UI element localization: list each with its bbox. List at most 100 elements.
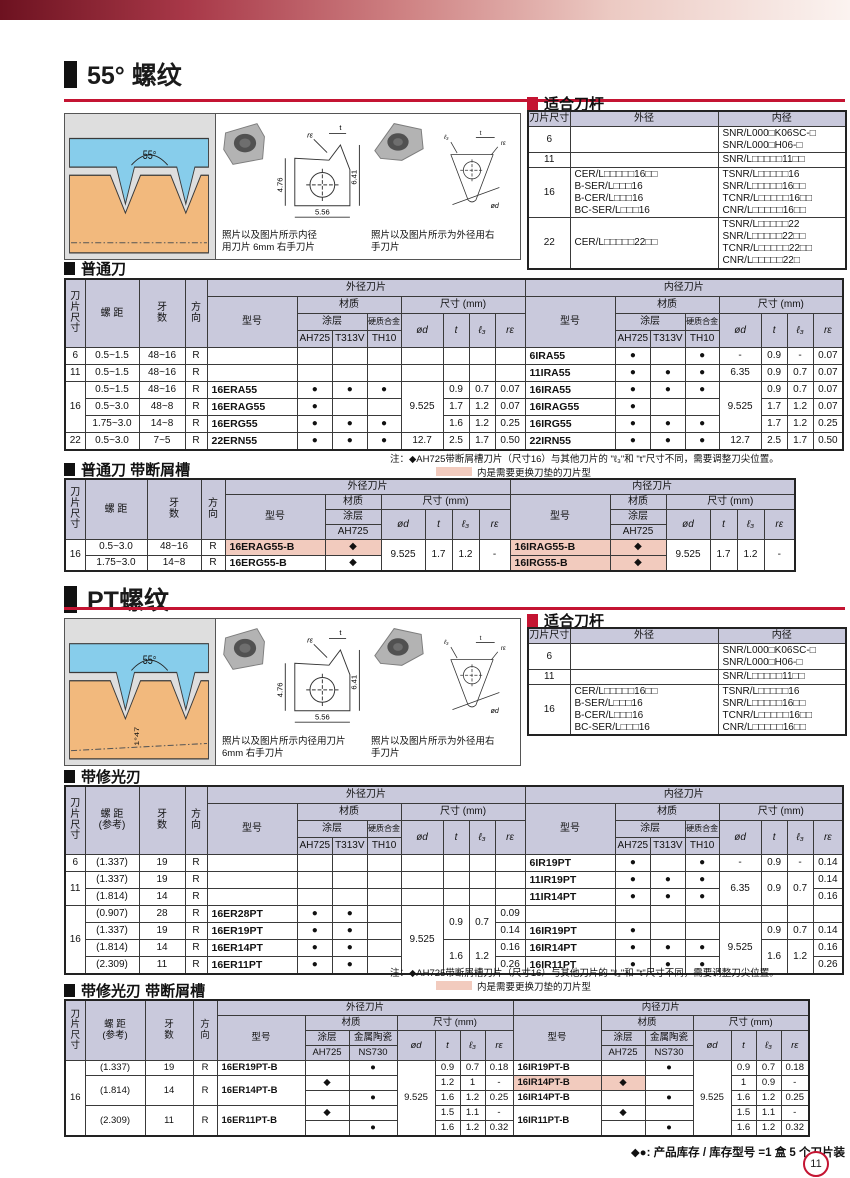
cell: 0.25 (812, 415, 844, 433)
cell: 0.9 (760, 364, 788, 382)
cell: ● (650, 888, 686, 906)
cell (600, 1090, 646, 1106)
cell: ● (650, 939, 686, 957)
cell: 0.18 (780, 1060, 810, 1076)
cell: 16IR19PT (524, 922, 616, 940)
cell: R (200, 554, 226, 572)
cell: (2.309) (84, 956, 140, 975)
cell: 0.7 (786, 922, 814, 940)
cell: 48~16 (146, 539, 202, 556)
header-cell: 刀 片 尺 寸 (64, 999, 86, 1061)
header-cell: t (434, 1030, 461, 1061)
cell: ● (332, 381, 368, 399)
cell (304, 1120, 350, 1137)
cell: 1.2 (786, 415, 814, 433)
cell: ● (614, 854, 652, 872)
cell: 16IR11PT (524, 956, 616, 975)
cell (296, 888, 334, 906)
external-insert-pair: t rε ℓ₃ ød 照片以及图片所示为外径用右 手刀片 (369, 622, 518, 762)
angle-label: 55° (143, 149, 157, 163)
header-cell: ød (400, 820, 444, 855)
cell (684, 922, 720, 940)
cell: 0.7 (468, 905, 496, 940)
cell: 0.9 (760, 347, 788, 365)
header-cell: 外径 (569, 627, 719, 644)
cell (400, 364, 444, 382)
cell: ● (684, 871, 720, 889)
cell (650, 922, 686, 940)
cell: 22IRN55 (524, 432, 616, 451)
cell: - (763, 539, 796, 572)
cell: 9.525 (396, 1060, 436, 1137)
cell: R (184, 905, 208, 923)
cell: (1.814) (84, 939, 140, 957)
header-cell: 涂层 (304, 1030, 350, 1046)
cell: 0.25 (484, 1090, 514, 1106)
cell: 48~16 (138, 347, 186, 365)
cell: (1.814) (84, 888, 140, 906)
cell (400, 871, 444, 889)
page-number-badge: 11 (803, 1151, 829, 1177)
cell: R (184, 871, 208, 889)
wiper-chipbreaker-table: 刀 片 尺 寸螺 距 (参考) 牙 数方 向外径刀片 内径刀片 型号 材质 尺寸 (mm)… (64, 999, 810, 1137)
cell: 1.6 (730, 1090, 757, 1106)
cell: 16ER11PT (206, 956, 298, 975)
header-cell: 涂层 (296, 313, 368, 331)
cell: 1.2 (459, 1090, 486, 1106)
cell: 16ER28PT (206, 905, 298, 923)
header-cell: rε (812, 313, 844, 348)
cell (400, 347, 444, 365)
header-cell: t (760, 820, 788, 855)
cell: 9.525 (718, 381, 762, 433)
cell (206, 888, 298, 906)
header-cell: 涂层 (614, 820, 686, 838)
cell (332, 398, 368, 416)
cell (442, 871, 470, 889)
cell: - (718, 854, 762, 872)
cell (366, 871, 402, 889)
cell: TSNR/L□□□□□16 SNR/L□□□□□16□□ TCNR/L□□□□□… (717, 167, 847, 219)
cell (366, 922, 402, 940)
cell: ● (644, 1060, 694, 1076)
cell (644, 1105, 694, 1121)
cell: 1.75~3.0 (84, 415, 140, 433)
cell: ● (684, 415, 720, 433)
cell: 0.7 (468, 381, 496, 399)
header-cell: t (442, 820, 470, 855)
cell: SNR/L000□K06SC-□ SNR/L000□H06-□ (717, 125, 847, 154)
cell: ● (332, 432, 368, 451)
cell (206, 364, 298, 382)
cell: ● (614, 364, 652, 382)
caption-internal: 照片以及图片所示内径 用刀片 6mm 右手刀片 (222, 230, 318, 254)
cell (442, 364, 470, 382)
cell: 1.2 (736, 539, 765, 572)
header-cell: AH725 (614, 330, 652, 348)
cell: - (780, 1075, 810, 1091)
cell: 0.9 (442, 381, 470, 399)
header-cell: ød (380, 509, 426, 540)
header-cell: 牙 数 (146, 478, 202, 540)
dim-re: rε (501, 140, 506, 147)
cell: 16 (64, 905, 86, 975)
suitable-toolholder-table-55: 刀片尺寸 外径 内径 6 SNR/L000□K06SC-□ SNR/L000□H06-□… (527, 110, 847, 270)
header-cell: 方 向 (184, 785, 208, 855)
cell: 1.2 (468, 398, 496, 416)
cell: 1.7 (786, 432, 814, 451)
cell: ● (348, 1090, 398, 1106)
header-cell: 涂层 (324, 509, 382, 525)
cell (304, 1060, 350, 1076)
cell: ● (684, 347, 720, 365)
cell (332, 888, 368, 906)
cell (468, 871, 496, 889)
cell: - (786, 854, 814, 872)
header-cell: 金属陶瓷 (348, 1030, 398, 1046)
header-cell: 尺寸 (mm) (396, 1015, 514, 1031)
header-cell: ød (718, 820, 762, 855)
dim-l3: ℓ₃ (443, 134, 449, 141)
header-cell: 材质 (609, 494, 667, 510)
cell: (0.907) (84, 905, 140, 923)
cell: 14~8 (138, 415, 186, 433)
header-cell: TH10 (684, 837, 720, 855)
section-title-55-text: 55° 螺纹 (87, 62, 182, 90)
cell: 1.6 (434, 1120, 461, 1137)
